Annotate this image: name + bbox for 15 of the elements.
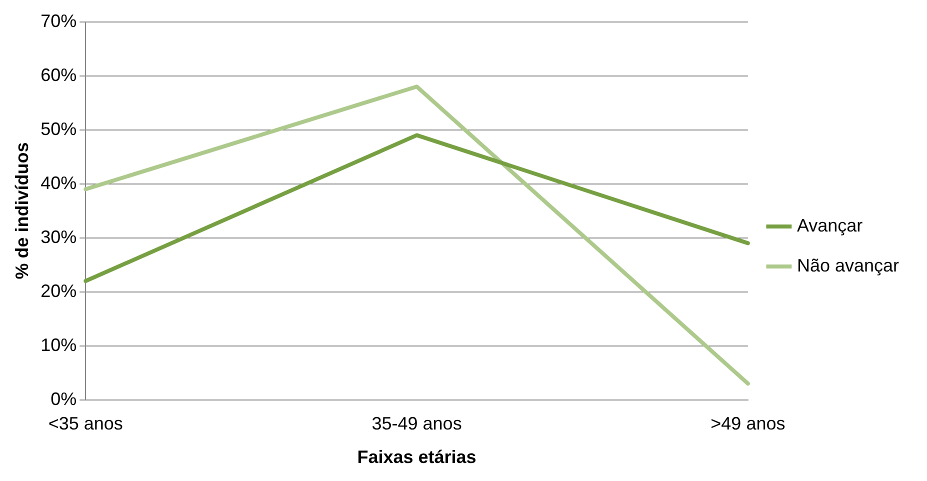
- y-tick-label: 10%: [40, 334, 77, 355]
- x-tick-label: 35-49 anos: [372, 414, 462, 434]
- y-tick-label: 20%: [40, 280, 77, 301]
- y-tick-label: 30%: [40, 226, 77, 247]
- y-tick-label: 40%: [40, 172, 77, 193]
- x-tick-label: >49 anos: [710, 414, 786, 434]
- y-tick-label: 50%: [40, 118, 77, 139]
- legend-label: Não avançar: [796, 255, 900, 276]
- y-tick-label: 0%: [50, 388, 77, 409]
- legend-label: Avançar: [796, 215, 863, 236]
- x-axis-title: Faixas etárias: [357, 447, 476, 468]
- y-axis-title: % de indivíduos: [12, 142, 32, 280]
- y-tick-label: 60%: [40, 64, 77, 85]
- y-tick-label: 70%: [40, 10, 77, 31]
- x-tick-label: <35 anos: [48, 414, 123, 434]
